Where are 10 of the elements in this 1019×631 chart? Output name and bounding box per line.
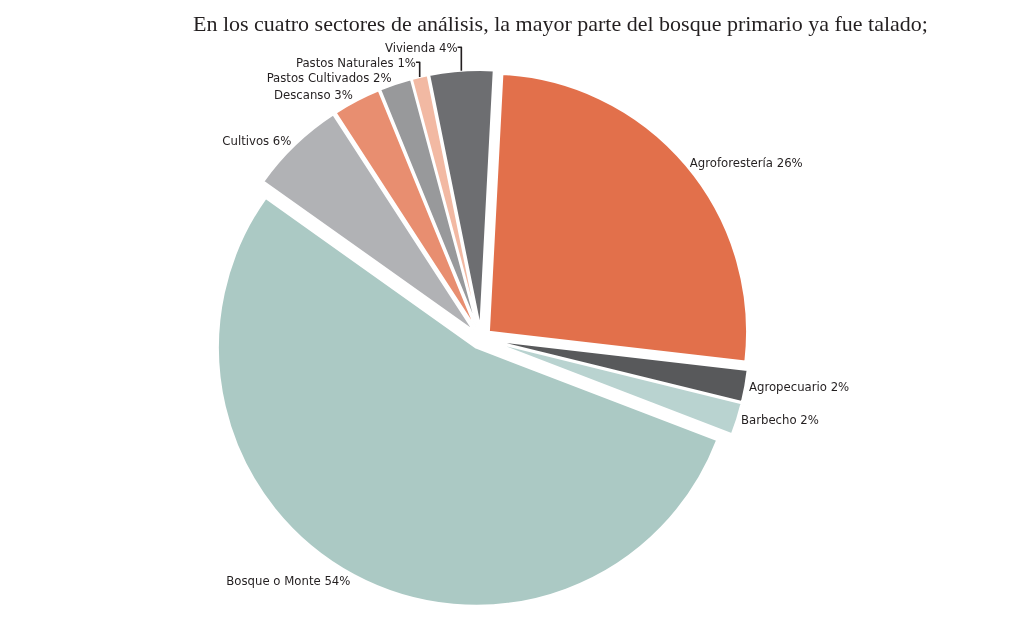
slice-label: Cultivos 6% <box>222 133 292 149</box>
slice-label: Agropecuario 2% <box>749 378 850 394</box>
slice-label: Vivienda 4% <box>384 39 458 55</box>
slice-label: Barbecho 2% <box>740 411 819 427</box>
slice-label: Agroforestería 26% <box>689 154 803 170</box>
slice-label: Bosque o Monte 54% <box>226 573 351 589</box>
slice-label: Pastos Naturales 1% <box>295 54 416 70</box>
slice-label: Descanso 3% <box>274 87 353 103</box>
slice-label: Pastos Cultivados 2% <box>266 69 392 85</box>
chart-title: En los cuatro sectores de análisis, la mayor parte del bosque primario ya fue talado; <box>192 11 928 37</box>
